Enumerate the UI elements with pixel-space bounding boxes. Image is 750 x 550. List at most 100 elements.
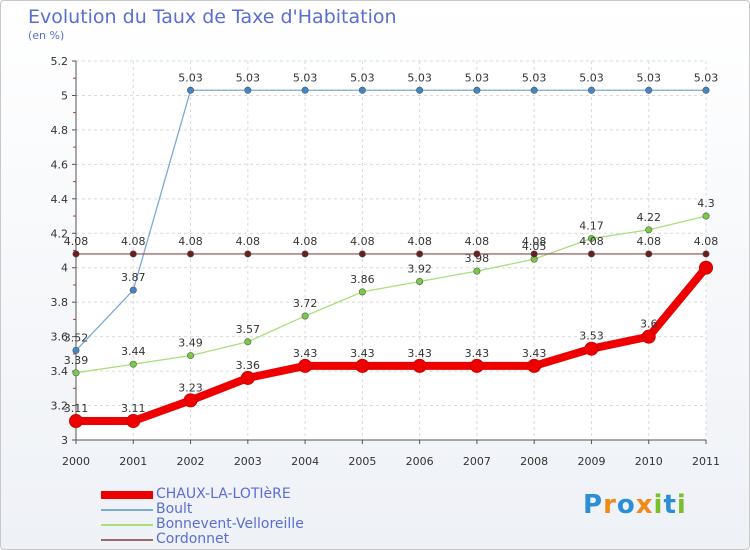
data-label: 3.23 [178,381,203,394]
series-line [75,89,706,351]
chart-legend: CHAUX-LA-LOTIèRE Boult Bonnevent-Velloreil… [101,486,401,547]
data-point [702,86,710,94]
legend-item: Boult [101,501,401,517]
data-label: 4.08 [694,235,719,248]
x-tick-label: 2011 [692,455,720,468]
data-label: 3.57 [236,323,261,336]
data-point [129,360,137,368]
data-point [416,250,424,258]
y-tick-label: 4.2 [51,227,69,240]
data-label: 3.86 [350,273,375,286]
data-point [587,86,595,94]
y-tick-label: 3.8 [51,296,69,309]
x-tick-label: 2009 [577,455,605,468]
series-line [72,263,710,426]
x-tick-label: 2003 [234,455,262,468]
data-point [129,250,137,258]
data-label: 3.92 [407,263,432,276]
y-tick-label: 3.4 [51,365,69,378]
data-label: 3.44 [121,345,146,358]
data-point [358,86,366,94]
data-point [358,288,366,296]
data-point [244,338,252,346]
data-label: 3.43 [293,347,318,360]
data-label: 4.08 [121,235,146,248]
y-tick-label: 4.4 [51,193,69,206]
legend-item: Bonnevent-Velloreille [101,516,401,532]
logo-letter: i [653,490,664,520]
data-label: 5.03 [236,71,261,84]
data-label: 3.43 [522,347,547,360]
chart-title: Evolution du Taux de Taxe d'Habitation [28,6,397,28]
y-tick-label: 3.6 [51,331,69,344]
data-point [584,341,599,356]
data-label: 3.72 [293,297,318,310]
data-point [187,250,195,258]
series-1: 3.52 3.87 5.03 5.03 5.03 5.03 5.03 5.03 5.03 5.03… [64,71,718,354]
data-point [244,250,252,258]
y-tick-label: 4 [61,262,68,275]
data-point [244,86,252,94]
data-label: 5.03 [350,71,375,84]
legend-label: CHAUX-LA-LOTIèRE [156,486,291,502]
proxiti-logo: Proxiti [583,490,687,520]
data-label: 4.05 [522,240,547,253]
data-point [72,369,80,377]
series-2: 3.39 3.44 3.49 3.57 3.72 3.86 3.92 3.98 4.05 4.17… [64,197,715,377]
data-point [641,329,656,344]
data-label: 4.08 [350,235,375,248]
legend-swatch [101,509,153,511]
data-point [72,250,80,258]
data-point [301,312,309,320]
x-tick-label: 2000 [62,455,90,468]
data-point [129,286,137,294]
data-point [69,414,83,429]
data-label: 3.43 [407,347,432,360]
legend-item: CHAUX-LA-LOTIèRE [101,486,401,502]
legend-swatch [101,491,153,499]
data-point [358,250,366,258]
logo-letter: P [583,490,604,520]
data-label: 3.11 [121,402,146,415]
data-point [587,234,595,242]
data-point [416,278,424,286]
data-point [702,250,710,258]
data-point [355,358,370,373]
data-label: 4.08 [579,235,604,248]
data-point [416,86,424,94]
data-label: 4.08 [178,235,203,248]
plot-area [76,61,706,440]
data-point [72,346,80,354]
data-label: 5.03 [407,71,432,84]
data-label: 3.43 [350,347,375,360]
data-label: 5.03 [293,71,318,84]
x-tick-label: 2008 [520,455,548,468]
data-point [412,358,427,373]
data-point [645,250,653,258]
data-label: 4.08 [293,235,318,248]
data-point [699,260,713,275]
data-point [587,250,595,258]
data-label: 5.03 [636,71,661,84]
data-label: 4.08 [407,235,432,248]
data-label: 3.11 [64,402,89,415]
x-tick-label: 2006 [406,455,434,468]
data-label: 4.08 [522,235,547,248]
data-label: 3.53 [579,330,604,343]
data-label: 3.87 [121,271,146,284]
x-tick-label: 2001 [119,455,147,468]
data-point [187,352,195,360]
data-label: 4.08 [236,235,261,248]
data-label: 5.03 [579,71,604,84]
data-point [469,358,484,373]
data-label: 3.36 [236,359,261,372]
y-tick-label: 4.6 [51,158,69,171]
data-label: 3.39 [64,354,89,367]
data-label: 4.08 [465,235,490,248]
data-point [187,86,195,94]
data-label: 3.43 [465,347,490,360]
y-tick-label: 5 [61,89,68,102]
logo-letter: x [635,490,654,520]
data-label: 4.08 [64,235,89,248]
